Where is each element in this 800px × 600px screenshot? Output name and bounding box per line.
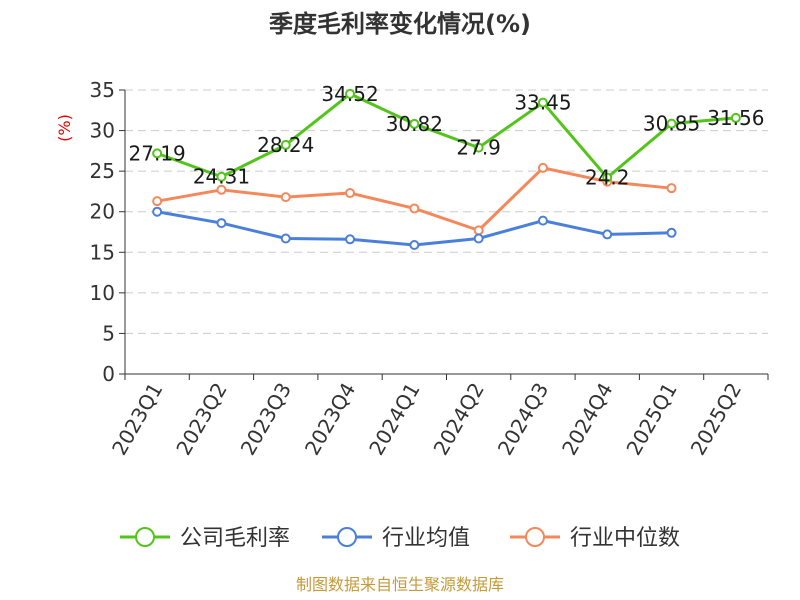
data-point [602,229,613,240]
series-group [152,88,741,250]
data-point [666,183,677,194]
data-label: 30.85 [643,112,700,136]
data-point [602,172,613,183]
data-label: 24.31 [193,165,250,189]
data-point [345,188,356,199]
data-label: 33.45 [514,91,571,115]
legend-marker [135,527,155,547]
data-point [216,184,227,195]
legend-label: 行业均值 [382,526,470,551]
data-point [666,227,677,238]
data-point [345,88,356,99]
data-point [473,233,484,244]
y-tick-label: 5 [102,321,115,345]
data-point [473,225,484,236]
x-tick-label: 2023Q1 [107,379,167,460]
x-tick-label: 2025Q2 [686,379,746,460]
y-tick-label: 15 [90,240,115,264]
legend-marker [525,527,545,547]
x-tick-label: 2023Q4 [300,379,360,460]
legend-label: 行业中位数 [570,526,680,551]
data-point [280,192,291,203]
data-labels: 27.19 24.31 28.24 34.52 30.82 27.9 33.45 24.2 30… [129,82,765,190]
data-label: 30.82 [386,112,443,136]
y-tick-label: 30 [90,119,115,143]
data-point [280,233,291,244]
y-axis-label: (%) [55,114,74,142]
legend-item: 行业中位数 [510,526,680,551]
data-label: 31.56 [707,106,764,130]
data-label: 24.2 [585,166,630,190]
data-label: 27.9 [456,136,501,160]
data-point [152,148,163,159]
chart-title: 季度毛利率变化情况(%) [269,10,531,38]
data-label: 34.52 [321,82,378,106]
x-tick-label: 2024Q3 [493,379,553,460]
data-point [152,196,163,207]
x-tick-label: 2024Q1 [364,379,424,460]
y-tick-label: 25 [90,159,115,183]
legend-item: 行业均值 [322,526,470,551]
data-point [409,203,420,214]
y-tick-label: 35 [90,78,115,102]
source-note: 制图数据来自恒生聚源数据库 [296,575,504,594]
data-point [730,112,741,123]
x-tick-label: 2023Q3 [236,379,296,460]
data-point [537,162,548,173]
data-point [152,206,163,217]
data-point [216,171,227,182]
x-tick-label: 2025Q1 [621,379,681,460]
series-1 [152,206,677,250]
legend-item: 公司毛利率 [120,526,290,551]
x-tick-labels: 2023Q1 2023Q2 2023Q3 2023Q4 2024Q1 2024Q2 2024… [107,379,746,460]
data-point [409,239,420,250]
data-point [537,97,548,108]
series-line [156,92,736,180]
series-0 [152,88,741,183]
series-2 [152,162,677,236]
data-point [537,215,548,226]
legend: 公司毛利率 行业均值 行业中位数 [120,526,680,551]
data-point [280,139,291,150]
data-point [216,218,227,229]
data-point [409,118,420,129]
data-label: 28.24 [257,133,314,157]
legend-label: 公司毛利率 [180,526,290,551]
grid-lines [125,89,768,334]
data-point [473,142,484,153]
data-label: 27.19 [129,141,186,165]
data-point [345,234,356,245]
x-tick-label: 2024Q4 [557,379,617,460]
axes [119,89,769,380]
data-point [666,118,677,129]
y-tick-labels: 0 5 10 15 20 25 30 35 [90,78,115,386]
legend-marker [337,527,357,547]
x-tick-label: 2024Q2 [429,379,489,460]
x-tick-label: 2023Q2 [171,379,231,460]
y-tick-label: 20 [90,200,115,224]
y-tick-label: 0 [102,362,115,386]
y-tick-label: 10 [90,281,115,305]
